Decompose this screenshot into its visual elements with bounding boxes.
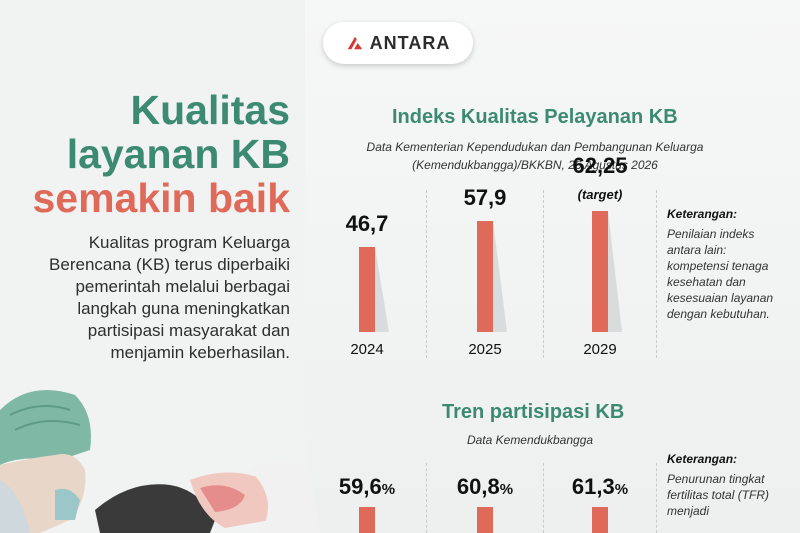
value-label-2025: 57,9 — [463, 184, 507, 210]
column-divider — [543, 190, 544, 358]
participation-section-title: Tren partisipasi KB — [442, 401, 625, 423]
bar-2025 — [477, 220, 493, 332]
bar-2024 — [359, 246, 375, 332]
column-divider — [543, 463, 544, 533]
participation-note-text: Penurunan tingkat fertilitas total (TFR)… — [667, 472, 770, 518]
headline: Kualitas layanan KB semakin baik — [32, 88, 290, 220]
value-label-2024: 46,7 — [345, 210, 389, 236]
year-label-2024: 2024 — [350, 341, 384, 358]
bar-shadow — [375, 246, 389, 332]
index-section-title: Indeks Kualitas Pelayanan KB — [392, 106, 678, 128]
percent-sign: % — [614, 481, 629, 498]
lead-paragraph: Kualitas program Keluarga Berencana (KB)… — [49, 233, 290, 362]
value-label-2029: 62,25 — [572, 152, 628, 178]
column-divider — [426, 190, 427, 358]
column-divider — [656, 463, 657, 533]
percent-sign: % — [381, 481, 396, 498]
nurse-patient-illustration — [0, 390, 320, 533]
target-label: (target) — [577, 186, 623, 202]
index-note-title: Keterangan: — [667, 207, 738, 221]
year-label-2025: 2025 — [468, 341, 502, 358]
bar-shadow — [608, 210, 622, 332]
participation-source: Data Kemendukbangga — [466, 433, 594, 447]
bar-2029 — [592, 210, 608, 332]
bar-shadow — [493, 220, 507, 332]
brand-name: ANTARA — [369, 32, 451, 53]
participation-bar-2 — [477, 507, 493, 533]
participation-bar-3 — [592, 507, 608, 533]
index-source-line-2: (Kemendukbangga)/BKKBN, 26 Agustus 2026 — [412, 158, 658, 172]
percent-sign: % — [499, 481, 514, 498]
participation-value-3: 61,3% — [571, 474, 629, 499]
index-source-line-1: Data Kementerian Kependudukan dan Pemban… — [366, 140, 704, 154]
year-label-2029: 2029 — [583, 341, 617, 358]
headline-line-1: Kualitas — [130, 87, 291, 133]
headline-line-3: semakin baik — [32, 175, 290, 221]
antara-logo[interactable]: ANTARA — [323, 22, 473, 64]
participation-value-2: 60,8% — [456, 474, 514, 499]
column-divider — [426, 463, 427, 533]
antara-mark-icon — [347, 36, 362, 50]
headline-line-2: layanan KB — [66, 131, 290, 177]
column-divider — [656, 190, 657, 358]
participation-value-1: 59,6% — [338, 474, 396, 499]
participation-bar-1 — [359, 507, 375, 533]
index-note-text: Penilaian indeks antara lain: kompetensi… — [667, 227, 774, 321]
participation-note-title: Keterangan: — [667, 452, 738, 466]
index-source: Data Kementerian Kependudukan dan Pemban… — [330, 138, 740, 174]
